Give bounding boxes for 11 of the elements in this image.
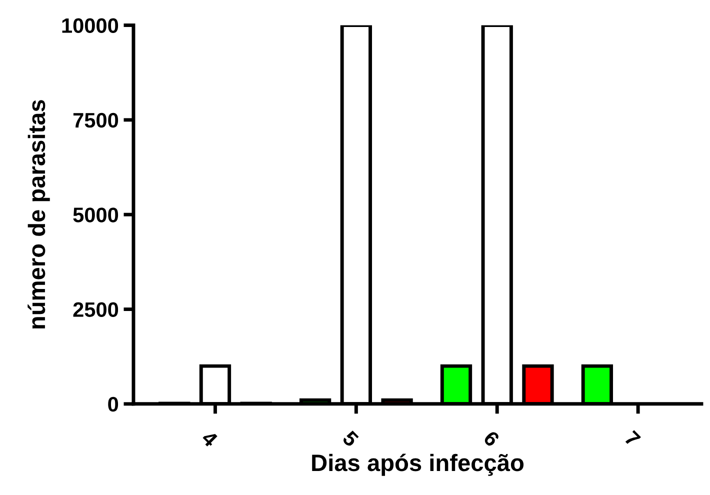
- y-tick-label: 7500: [73, 112, 118, 128]
- x-tick-label: 4: [200, 430, 219, 448]
- x-tick-label: 6: [482, 430, 500, 448]
- y-tick-label: 5000: [73, 208, 118, 222]
- y-tick-label: 0: [108, 396, 118, 412]
- y-axis-title: número de parasitas: [28, 100, 50, 328]
- x-tick-label: 7: [624, 430, 641, 448]
- x-axis-title: Dias após infecção: [312, 454, 524, 476]
- y-tick-label: 2500: [73, 302, 118, 318]
- x-tick-label: 5: [342, 430, 360, 448]
- y-tick-label: 10000: [62, 18, 118, 33]
